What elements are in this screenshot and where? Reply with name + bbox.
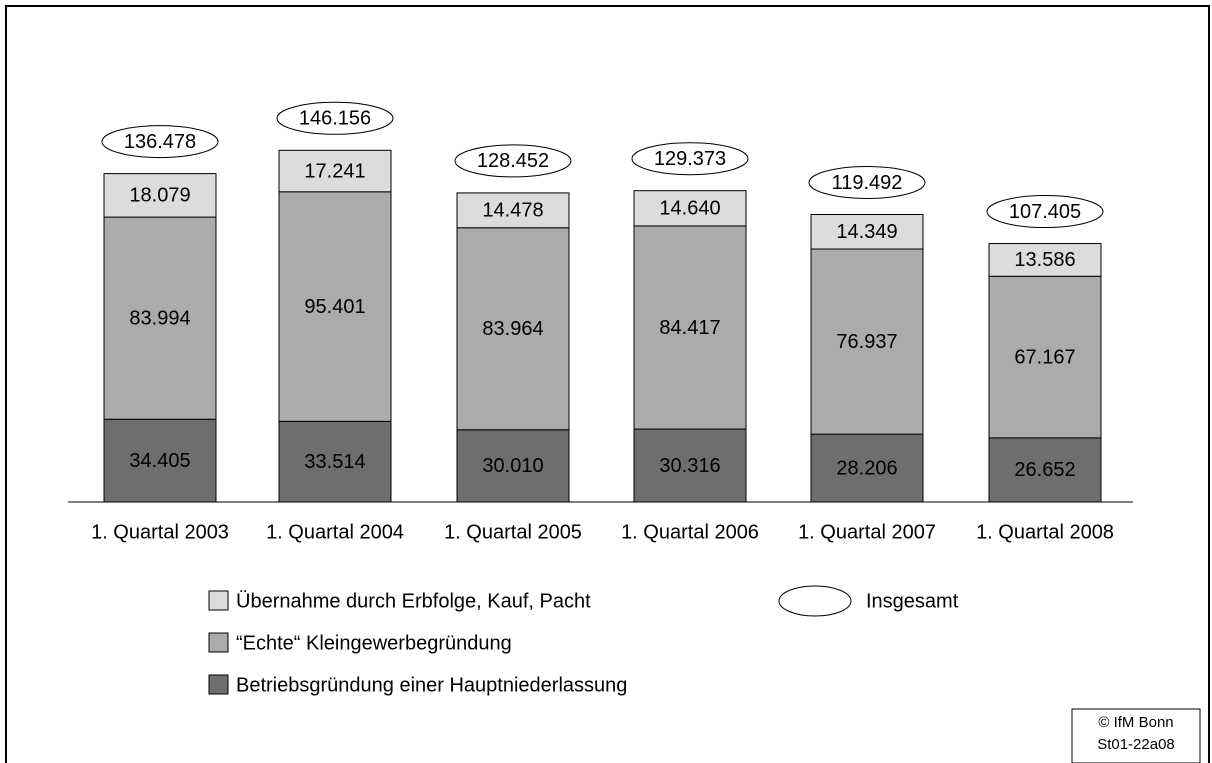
total-label: 119.492 (832, 172, 903, 194)
bar-segment (810, 248, 924, 435)
value-label: 67.167 (1014, 346, 1075, 368)
source-note: St01-22a08 (1097, 736, 1175, 753)
total-label: 129.373 (654, 148, 726, 170)
bar-segment (456, 192, 570, 229)
legend-swatch (208, 590, 229, 611)
x-tick-label: 1. Quartal 2007 (798, 521, 936, 543)
value-label: 33.514 (304, 451, 365, 473)
value-label: 76.937 (836, 331, 897, 353)
legend-label: Übernahme durch Erbfolge, Kauf, Pacht (236, 590, 591, 612)
source-box (1071, 708, 1201, 763)
bar-segment (456, 227, 570, 431)
bar-segment (988, 275, 1102, 439)
legend-ellipse (778, 585, 852, 617)
value-label: 14.349 (836, 221, 897, 243)
total-label: 136.478 (124, 131, 196, 153)
legend-label: Betriebsgründung einer Hauptniederlassun… (236, 674, 627, 696)
x-tick-label: 1. Quartal 2003 (91, 521, 229, 543)
x-tick-label: 1. Quartal 2006 (621, 521, 759, 543)
bar-segment (278, 191, 392, 422)
bar-segment (278, 420, 392, 503)
frame (5, 5, 1210, 763)
bar-segment (633, 190, 747, 227)
x-tick-label: 1. Quartal 2005 (444, 521, 582, 543)
total-label: 107.405 (1009, 201, 1081, 223)
bar-segment (810, 213, 924, 250)
total-ellipse (454, 144, 572, 178)
bar-segment (633, 428, 747, 503)
value-label: 34.405 (129, 450, 190, 472)
bar-segment (103, 216, 217, 420)
bar-segment (988, 243, 1102, 277)
total-label: 128.452 (477, 150, 549, 172)
total-ellipse (986, 195, 1104, 229)
value-label: 95.401 (304, 296, 365, 318)
value-label: 13.586 (1014, 249, 1075, 271)
value-label: 30.316 (659, 455, 720, 477)
total-ellipse (276, 101, 394, 135)
legend-label: “Echte“ Kleingewerbegründung (236, 632, 512, 654)
source-note: © IfM Bonn (1098, 714, 1173, 731)
legend-swatch (208, 632, 229, 653)
total-ellipse (631, 142, 749, 176)
total-ellipse (101, 125, 219, 159)
x-tick-label: 1. Quartal 2004 (266, 521, 404, 543)
value-label: 83.994 (129, 307, 190, 329)
value-label: 84.417 (659, 317, 720, 339)
value-label: 14.640 (659, 198, 720, 220)
bar-segment (103, 418, 217, 503)
bar-segment (278, 149, 392, 193)
value-label: 18.079 (129, 185, 190, 207)
x-tick-label: 1. Quartal 2008 (976, 521, 1114, 543)
total-ellipse (808, 165, 926, 199)
value-label: 14.478 (482, 200, 543, 222)
bar-segment (988, 437, 1102, 503)
value-label: 30.010 (482, 455, 543, 477)
value-label: 83.964 (482, 318, 543, 340)
value-label: 26.652 (1014, 459, 1075, 481)
bar-segment (103, 173, 217, 218)
legend-label: Insgesamt (866, 590, 959, 612)
bar-segment (810, 433, 924, 503)
value-label: 17.241 (304, 160, 365, 182)
value-label: 28.206 (836, 457, 897, 479)
legend-swatch (208, 674, 229, 695)
total-label: 146.156 (299, 108, 371, 130)
bar-segment (633, 225, 747, 430)
